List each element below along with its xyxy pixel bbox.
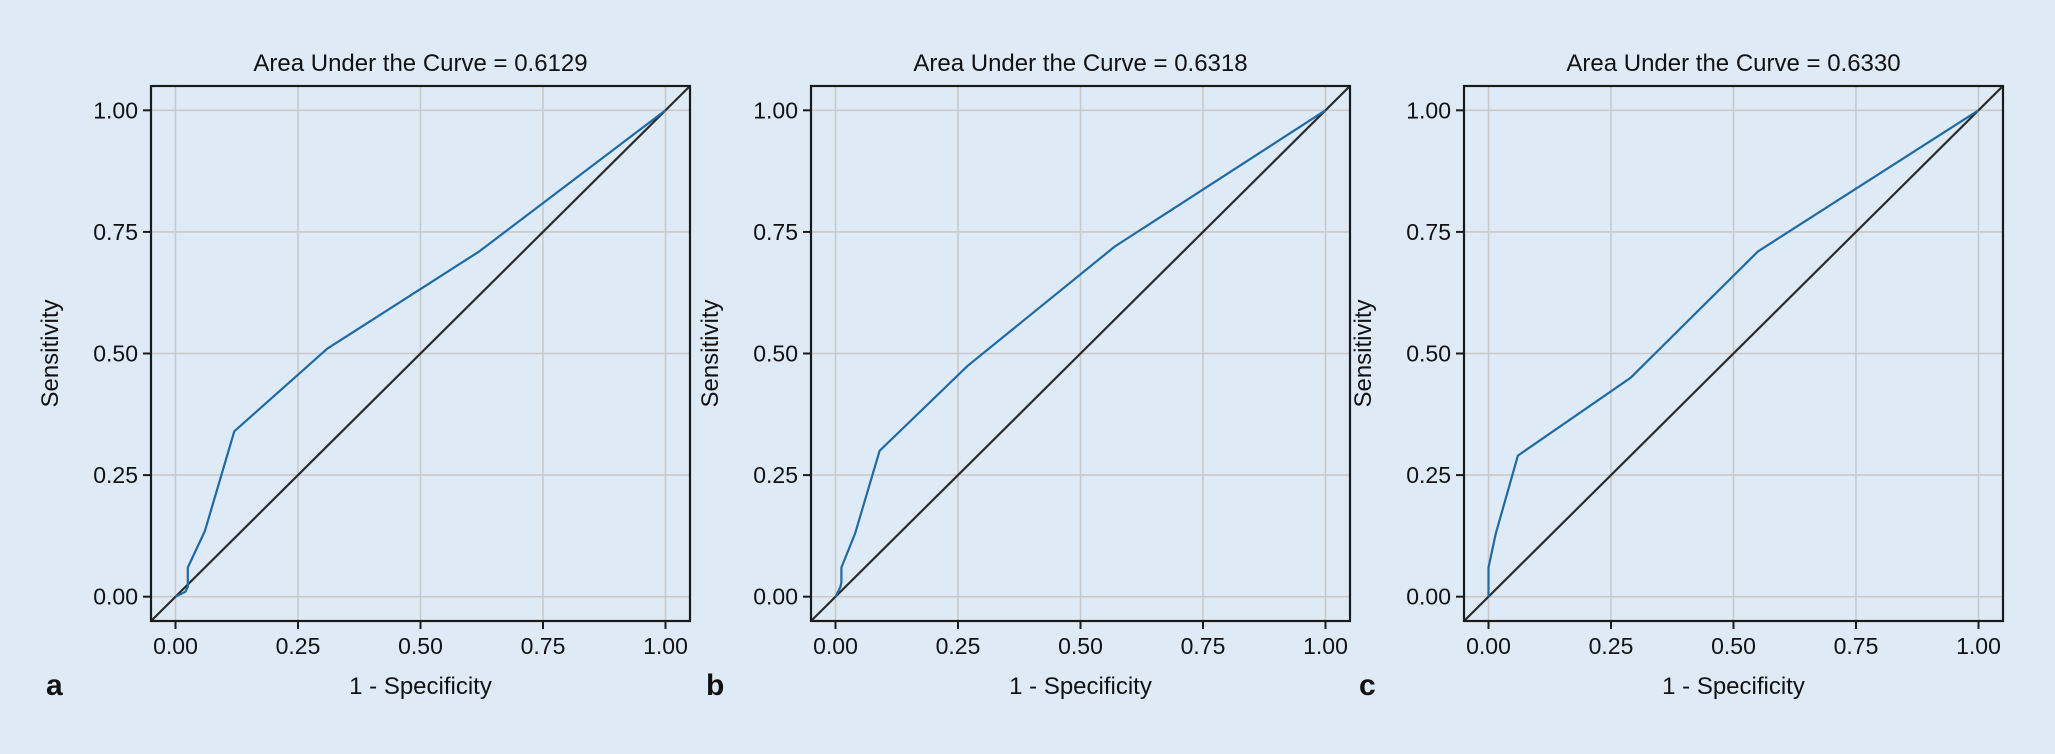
y-tick-label: 0.75	[1406, 219, 1451, 245]
y-tick-label: 1.00	[93, 97, 138, 123]
x-tick-label: 0.75	[521, 633, 566, 659]
roc-curve-line	[834, 109, 1327, 598]
panel-label: a	[46, 669, 63, 702]
y-tick-label: 0.75	[753, 219, 798, 245]
x-axis-label: 1 - Specificity	[349, 673, 492, 700]
y-axis-label: Sensitivity	[37, 299, 64, 407]
chart-panel-b: 0.00 0.25 0.50 0.75 1.00 0.00 0.25 0.50 0.75 1.00…	[697, 50, 1352, 702]
y-axis-label: Sensitivity	[697, 299, 724, 407]
x-tick-label: 0.25	[936, 633, 981, 659]
x-tick-label: 0.75	[1181, 633, 1226, 659]
chart-title: Area Under the Curve = 0.6330	[1566, 50, 1900, 77]
x-axis-label: 1 - Specificity	[1662, 673, 1805, 700]
chart-panel-c: 0.00 0.25 0.50 0.75 1.00 0.00 0.25 0.50 0.75 1.00…	[1350, 50, 2005, 702]
x-tick-label: 0.50	[1058, 633, 1103, 659]
y-tick-label: 0.00	[1406, 584, 1451, 610]
x-tick-label: 0.00	[813, 633, 858, 659]
x-tick-label: 1.00	[1303, 633, 1348, 659]
roc-curve-line	[175, 109, 667, 598]
reference-diagonal-line	[811, 86, 1350, 621]
y-tick-label: 1.00	[1406, 97, 1451, 123]
x-tick-label: 0.50	[398, 633, 443, 659]
x-tick-label: 0.25	[1589, 633, 1634, 659]
panel-label: c	[1359, 669, 1376, 702]
reference-diagonal-line	[151, 86, 690, 621]
roc-curve-line	[1487, 109, 1980, 597]
y-tick-label: 0.00	[93, 584, 138, 610]
x-tick-label: 0.50	[1711, 633, 1756, 659]
y-tick-label: 0.50	[93, 341, 138, 367]
chart-title: Area Under the Curve = 0.6318	[913, 50, 1247, 77]
x-tick-label: 1.00	[643, 633, 688, 659]
y-tick-label: 0.50	[1406, 341, 1451, 367]
x-axis-label: 1 - Specificity	[1009, 673, 1152, 700]
x-tick-label: 0.75	[1834, 633, 1879, 659]
y-axis-label: Sensitivity	[1350, 299, 1377, 407]
x-tick-label: 0.00	[153, 633, 198, 659]
panel-label: b	[706, 669, 724, 702]
y-tick-label: 0.00	[753, 584, 798, 610]
y-tick-label: 0.75	[93, 219, 138, 245]
y-tick-label: 0.25	[753, 462, 798, 488]
reference-diagonal-line	[1464, 86, 2003, 621]
x-tick-label: 0.25	[276, 633, 321, 659]
x-tick-label: 0.00	[1466, 633, 1511, 659]
y-tick-label: 0.25	[1406, 462, 1451, 488]
chart-panel-a: 0.00 0.25 0.50 0.75 1.00 0.00 0.25 0.50 0.75 1.00…	[37, 50, 692, 702]
chart-title: Area Under the Curve = 0.6129	[253, 50, 587, 77]
y-tick-label: 0.50	[753, 341, 798, 367]
x-tick-label: 1.00	[1956, 633, 2001, 659]
y-tick-label: 1.00	[753, 97, 798, 123]
y-tick-label: 0.25	[93, 462, 138, 488]
